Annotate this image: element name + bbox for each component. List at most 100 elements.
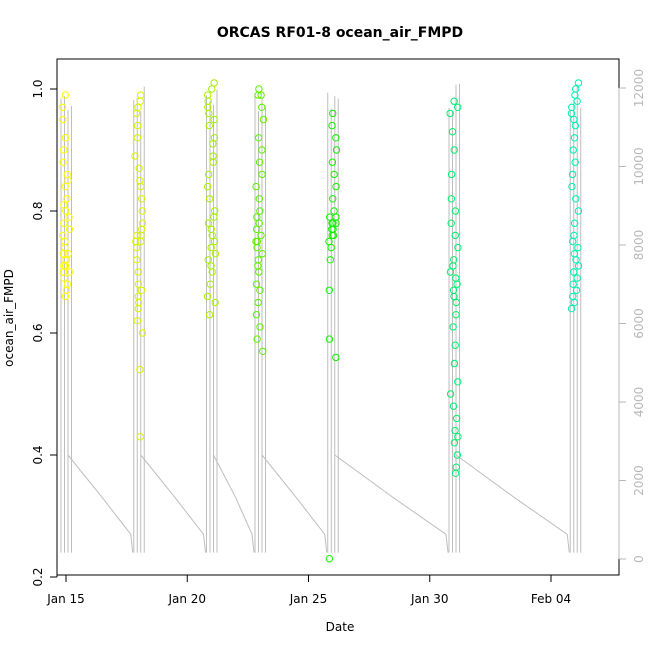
data-point — [569, 146, 577, 154]
data-point — [134, 103, 142, 112]
data-point — [255, 219, 263, 227]
data-point — [258, 170, 266, 179]
data-point — [447, 195, 456, 203]
data-point — [325, 286, 333, 294]
data-point — [210, 115, 218, 124]
data-point — [449, 323, 457, 331]
data-point — [58, 103, 67, 112]
data-point — [330, 170, 338, 179]
data-point — [447, 219, 455, 227]
data-point — [63, 280, 72, 288]
data-point — [204, 256, 212, 264]
data-point — [253, 213, 261, 221]
data-point — [450, 97, 458, 105]
data-point — [446, 268, 455, 276]
data-point — [450, 256, 458, 264]
data-point — [254, 256, 263, 264]
data-point — [574, 262, 583, 270]
data-point — [329, 195, 337, 203]
data-point — [450, 359, 459, 368]
y-axis-label: ocean_air_FMPD — [2, 269, 16, 367]
data-point — [569, 268, 578, 276]
data-point — [210, 207, 219, 215]
data-point — [450, 146, 458, 154]
data-point — [137, 286, 146, 294]
data-point — [136, 365, 144, 374]
data-point — [137, 195, 146, 203]
data-point — [574, 79, 583, 87]
data-point — [133, 134, 142, 142]
y-right-tick-label: 6000 — [632, 308, 646, 339]
data-point — [328, 121, 336, 130]
data-point — [332, 353, 340, 362]
data-point — [136, 433, 144, 441]
data-point — [449, 286, 458, 294]
data-point — [451, 207, 460, 215]
data-point — [206, 280, 215, 288]
data-point — [211, 298, 219, 307]
data-point — [203, 91, 212, 99]
data-point — [138, 219, 147, 227]
data-point — [254, 262, 262, 270]
data-point — [570, 219, 579, 227]
data-point — [252, 237, 260, 246]
data-point — [572, 195, 580, 203]
data-point — [131, 152, 139, 160]
data-point — [66, 268, 74, 276]
x-tick-label: Jan 25 — [289, 592, 328, 606]
data-point — [258, 250, 267, 258]
data-point — [133, 256, 141, 264]
data-point — [203, 292, 212, 301]
y-right-tick-label: 8000 — [632, 230, 646, 261]
data-point — [254, 298, 262, 307]
data-point — [328, 219, 336, 227]
data-point — [210, 134, 219, 142]
data-point — [447, 170, 456, 179]
data-point — [208, 85, 216, 93]
data-point — [133, 121, 142, 130]
data-point — [132, 243, 141, 252]
data-point — [255, 85, 263, 93]
altitude-transit-line — [67, 454, 134, 553]
data-point — [204, 219, 213, 227]
data-point — [450, 439, 459, 447]
data-point — [59, 115, 67, 124]
data-point — [205, 195, 214, 203]
x-tick-label: Feb 04 — [531, 592, 571, 606]
data-point — [255, 134, 263, 142]
data-point — [65, 213, 73, 221]
data-point — [133, 231, 141, 240]
data-point — [571, 158, 579, 166]
y-right-tick-label: 0 — [632, 555, 646, 563]
data-point — [258, 146, 266, 154]
data-point — [570, 298, 579, 307]
data-point — [572, 286, 581, 294]
data-point — [60, 146, 68, 154]
y-tick-label: 0.4 — [31, 445, 45, 464]
data-point — [325, 555, 334, 563]
data-point — [454, 243, 462, 252]
data-point — [568, 182, 576, 191]
data-point — [326, 256, 334, 264]
data-point — [449, 402, 458, 410]
data-point — [133, 317, 142, 325]
data-point — [136, 97, 144, 105]
data-point — [61, 182, 69, 191]
data-point — [570, 134, 579, 142]
data-point — [207, 243, 215, 252]
data-point — [253, 335, 261, 343]
y-tick-label: 0.8 — [31, 201, 45, 220]
data-point — [58, 231, 67, 240]
data-point — [451, 341, 459, 349]
data-point — [452, 274, 460, 282]
y-tick-label: 0.2 — [31, 567, 45, 586]
data-point — [325, 335, 334, 343]
data-point — [568, 103, 576, 112]
data-point — [330, 207, 338, 215]
data-point — [454, 378, 462, 386]
y-tick-label: 0.6 — [31, 323, 45, 342]
data-point — [569, 280, 577, 288]
y-right-tick-label: 10000 — [632, 147, 646, 185]
data-point — [207, 225, 215, 234]
data-point — [259, 347, 267, 355]
